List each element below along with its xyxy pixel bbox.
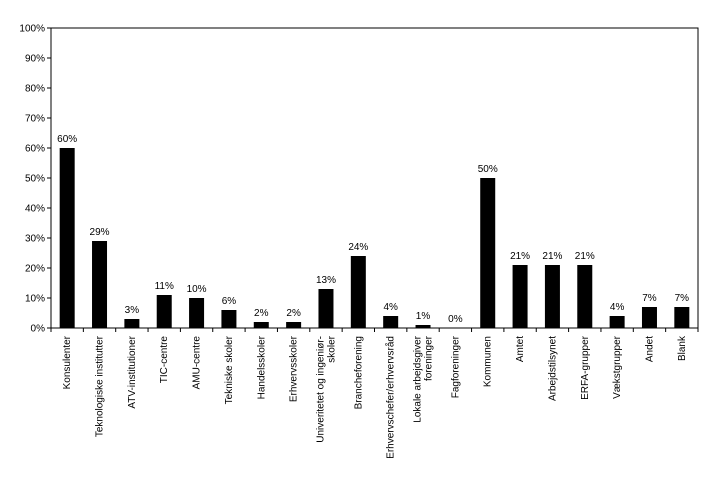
category-label: Kommunen [483, 336, 494, 387]
bar [609, 316, 625, 328]
y-tick-label: 60% [25, 144, 45, 155]
bars [59, 148, 690, 328]
bar [480, 178, 496, 328]
data-label: 10% [187, 284, 207, 295]
bar [512, 265, 528, 328]
bar [318, 289, 334, 328]
category-label: ATV-institutioner [127, 335, 138, 408]
data-label: 4% [610, 302, 625, 313]
data-label: 24% [348, 242, 368, 253]
category-label: Arbejdstilsynet [547, 336, 558, 401]
y-tick-label: 40% [25, 204, 45, 215]
data-label: 0% [448, 314, 463, 325]
category-label: Tekniske skoler [224, 335, 235, 404]
category-label: TIC-centre [159, 336, 170, 384]
y-tick-label: 70% [25, 114, 45, 125]
category-label: Erhvervsskoler [289, 335, 300, 402]
category-label: ERFA-grupper [580, 335, 591, 400]
category-label: Konsulenter [62, 335, 73, 389]
data-label: 21% [510, 251, 530, 262]
category-label: AMU-centre [192, 336, 203, 390]
data-label: 11% [155, 281, 174, 292]
y-tick-label: 50% [25, 174, 45, 185]
bar [350, 256, 366, 328]
category-label: skoler [326, 335, 337, 362]
data-label: 50% [478, 164, 498, 175]
bar [189, 298, 205, 328]
bar [59, 148, 75, 328]
data-label: 29% [90, 227, 110, 238]
bar [577, 265, 593, 328]
category-label: foreninger [424, 335, 435, 381]
y-axis: 0% 10% 20% 30% 40% 50% 60% 70% 80% 90% 100% [19, 24, 699, 335]
category-label: Andet [644, 336, 655, 362]
category-label: Fagforeninger [450, 335, 461, 398]
data-label: 21% [575, 251, 595, 262]
category-label: Amtet [515, 336, 526, 362]
data-label: 7% [675, 293, 690, 304]
category-label: Teknologiske institutter [95, 335, 106, 437]
data-label: 13% [316, 275, 336, 286]
category-labels: Konsulenter Teknologiske institutter ATV-i… [62, 335, 688, 459]
bar [156, 295, 172, 328]
bar [221, 310, 237, 328]
bar [544, 265, 560, 328]
bar [641, 307, 657, 328]
bar [415, 325, 431, 328]
bar [674, 307, 690, 328]
bar [383, 316, 399, 328]
data-labels: 60% 29% 3% 11% 10% 6% 2% 2% 13% 24% 4% 1% 0% 50% 21% 21… [57, 134, 689, 325]
y-tick-label: 80% [25, 84, 45, 95]
category-label: Lokale arbejdsgiver [413, 335, 424, 422]
y-tick-label: 0% [31, 324, 46, 335]
data-label: 21% [542, 251, 562, 262]
bar [286, 322, 302, 328]
category-label: Vækstgrupper [612, 335, 623, 398]
data-label: 4% [383, 302, 398, 313]
data-label: 60% [57, 134, 77, 145]
data-label: 1% [416, 311, 431, 322]
data-label: 2% [254, 308, 269, 319]
y-tick-label: 90% [25, 54, 45, 65]
y-tick-label: 30% [25, 234, 45, 245]
y-tick-label: 10% [25, 294, 45, 305]
data-label: 2% [286, 308, 301, 319]
data-label: 7% [642, 293, 657, 304]
category-label: Blank [677, 335, 688, 361]
category-label: Brancheforening [353, 336, 364, 409]
bar [92, 241, 108, 328]
category-label: Univeritetet og ingeniør- [315, 336, 326, 443]
y-tick-label: 20% [25, 264, 45, 275]
bar [253, 322, 269, 328]
category-label: Erhvervschefer/erhvervsråd [385, 336, 397, 459]
category-label: Handelsskoler [256, 335, 267, 399]
data-label: 6% [222, 296, 237, 307]
y-tick-label: 100% [19, 24, 45, 35]
data-label: 3% [125, 305, 140, 316]
plot-area [50, 27, 699, 329]
bar [124, 319, 140, 328]
